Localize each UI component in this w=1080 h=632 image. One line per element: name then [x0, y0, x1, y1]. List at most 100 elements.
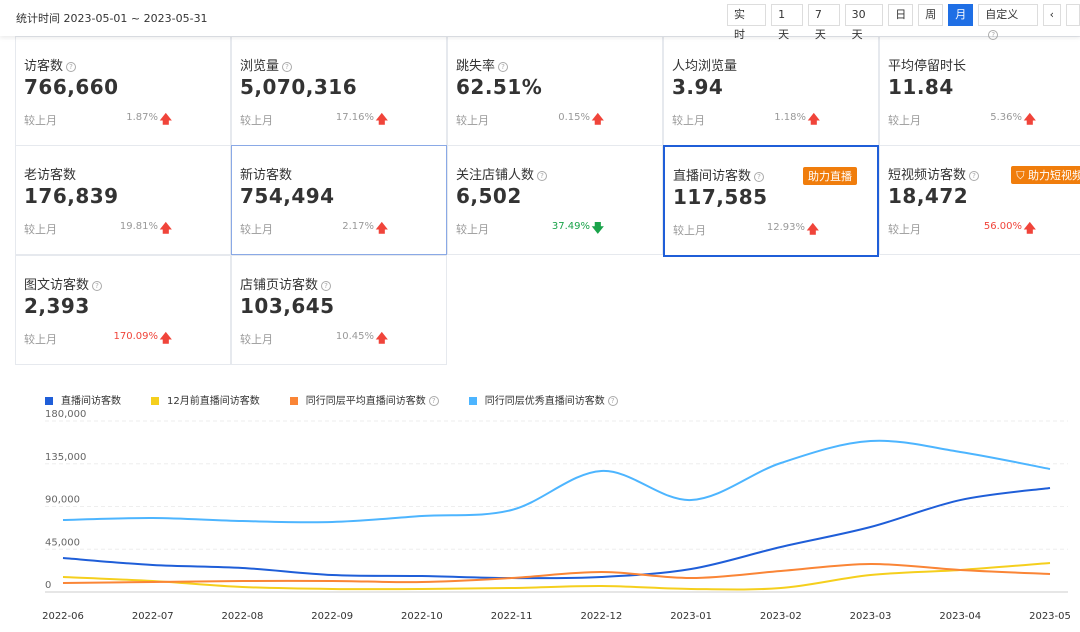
- change-percent: 10.45%: [335, 331, 374, 342]
- metric-title: 平均停留时长: [888, 59, 967, 74]
- help-icon[interactable]: ?: [282, 62, 293, 72]
- metric-value: 754,494: [240, 184, 335, 208]
- arrow-up-icon: 🡅: [807, 112, 820, 126]
- series-line-直播间访客数: [62, 486, 1051, 580]
- metric-card[interactable]: 浏览量? 5,070,316 较上月 17.16% 🡅: [231, 36, 447, 146]
- metric-card[interactable]: 短视频访客数? 18,472 较上月 56.00% 🡅 ⛉ 助力短视频: [879, 145, 1080, 255]
- legend-swatch: [151, 397, 159, 405]
- next-button[interactable]: [1066, 4, 1080, 26]
- metric-title: 关注店铺人数?: [456, 164, 548, 183]
- help-icon[interactable]: ?: [537, 171, 548, 181]
- legend-item[interactable]: 同行同层平均直播间访客数?: [289, 392, 439, 407]
- compare-label: 较上月: [240, 114, 273, 127]
- change-percent: 1.87%: [126, 112, 158, 123]
- period-button-日[interactable]: 日: [888, 4, 914, 26]
- period-button-1天[interactable]: 1天: [771, 4, 803, 41]
- help-icon: ?: [988, 30, 999, 40]
- x-tick-label: 2022-07: [132, 611, 174, 622]
- promo-badge[interactable]: ⛉ 助力短视频: [1011, 166, 1080, 184]
- metric-card[interactable]: 关注店铺人数? 6,502 较上月 37.49% 🡇: [447, 145, 663, 255]
- period-buttons: 实 时 1天 7天 30天日周月自定义? ‹: [727, 4, 1080, 41]
- y-tick-label: 90,000: [45, 495, 80, 506]
- change-percent: 0.15%: [558, 112, 590, 123]
- arrow-up-icon: 🡅: [375, 221, 388, 235]
- legend-label: 12月前直播间访客数: [167, 396, 260, 407]
- metric-value: 176,839: [24, 184, 119, 208]
- legend-swatch: [289, 397, 298, 405]
- metric-value: 2,393: [24, 294, 90, 318]
- change-percent: 12.93%: [766, 222, 805, 233]
- compare-label: 较上月: [888, 114, 921, 127]
- metric-card[interactable]: 新访客数 754,494 较上月 2.17% 🡅: [231, 145, 447, 255]
- metric-value: 103,645: [240, 294, 335, 318]
- help-icon[interactable]: ?: [428, 396, 439, 406]
- metric-card[interactable]: 图文访客数? 2,393 较上月 170.09% 🡅: [15, 255, 231, 365]
- period-button-周[interactable]: 周: [918, 4, 944, 26]
- arrow-down-icon: 🡇: [591, 221, 604, 235]
- compare-label: 较上月: [456, 114, 489, 127]
- metric-card[interactable]: 店铺页访客数? 103,645 较上月 10.45% 🡅: [231, 255, 447, 365]
- metric-value: 6,502: [456, 184, 522, 208]
- y-tick-label: 180,000: [45, 409, 86, 420]
- arrow-up-icon: 🡅: [159, 221, 172, 235]
- prev-button[interactable]: ‹: [1042, 4, 1061, 26]
- help-icon[interactable]: ?: [321, 281, 332, 291]
- series-line-同行同层平均直播间访客数: [62, 562, 1051, 584]
- legend-item[interactable]: 12月前直播间访客数: [151, 392, 260, 407]
- x-tick-label: 2023-03: [850, 611, 892, 622]
- metric-value: 3.94: [672, 75, 724, 99]
- metric-title: 短视频访客数?: [888, 164, 980, 183]
- period-button-30天[interactable]: 30天: [844, 4, 884, 41]
- change-percent: 37.49%: [551, 221, 590, 232]
- x-tick-label: 2022-10: [401, 611, 443, 622]
- x-tick-label: 2022-09: [311, 611, 353, 622]
- legend-item[interactable]: 同行同层优秀直播间访客数?: [468, 392, 618, 407]
- help-icon[interactable]: ?: [66, 62, 77, 72]
- x-tick-label: 2023-02: [760, 611, 802, 622]
- x-tick-label: 2022-06: [42, 611, 84, 622]
- period-button-实时[interactable]: 实 时: [727, 4, 767, 41]
- y-tick-label: 135,000: [45, 452, 86, 463]
- metric-title: 店铺页访客数?: [240, 274, 332, 293]
- arrow-up-icon: 🡅: [159, 112, 172, 126]
- help-icon[interactable]: ?: [498, 62, 509, 72]
- help-icon[interactable]: ?: [607, 396, 618, 406]
- series-line-同行同层优秀直播间访客数: [62, 439, 1051, 524]
- metric-title: 新访客数: [240, 168, 293, 183]
- metric-card[interactable]: 跳失率? 62.51% 较上月 0.15% 🡅: [447, 36, 663, 146]
- period-button-自定义[interactable]: 自定义?: [978, 4, 1038, 40]
- change-percent: 17.16%: [335, 112, 374, 123]
- arrow-up-icon: 🡅: [375, 331, 388, 345]
- y-tick-label: 45,000: [45, 537, 80, 548]
- help-icon[interactable]: ?: [754, 172, 765, 182]
- compare-label: 较上月: [24, 333, 57, 346]
- metric-value: 117,585: [673, 185, 768, 209]
- arrow-up-icon: 🡅: [806, 222, 819, 236]
- legend-item[interactable]: 直播间访客数: [45, 392, 121, 407]
- metric-title: 浏览量?: [240, 55, 293, 74]
- metric-card[interactable]: 直播间访客数? 117,585 较上月 12.93% 🡅 助力直播: [663, 145, 879, 257]
- metric-card[interactable]: 平均停留时长 11.84 较上月 5.36% 🡅: [879, 36, 1080, 146]
- arrow-up-icon: 🡅: [159, 331, 172, 345]
- change-percent: 5.36%: [990, 112, 1022, 123]
- help-icon[interactable]: ?: [92, 281, 103, 291]
- x-tick-label: 2023-01: [670, 611, 712, 622]
- legend-label: 直播间访客数: [61, 396, 121, 407]
- metric-card[interactable]: 访客数? 766,660 较上月 1.87% 🡅: [15, 36, 231, 146]
- compare-label: 较上月: [672, 114, 705, 127]
- metric-value: 5,070,316: [240, 75, 358, 99]
- metric-title: 访客数?: [24, 55, 77, 74]
- help-icon[interactable]: ?: [969, 171, 980, 181]
- y-tick-label: 0: [45, 580, 51, 591]
- metric-value: 62.51%: [456, 75, 543, 99]
- period-button-7天[interactable]: 7天: [807, 4, 840, 41]
- period-button-月[interactable]: 月: [948, 4, 974, 26]
- series-line-12月前直播间访客数: [62, 562, 1051, 591]
- compare-label: 较上月: [240, 223, 273, 236]
- compare-label: 较上月: [240, 333, 273, 346]
- metric-card[interactable]: 人均浏览量 3.94 较上月 1.18% 🡅: [663, 36, 879, 146]
- metric-card[interactable]: 老访客数 176,839 较上月 19.81% 🡅: [15, 145, 231, 255]
- promo-badge[interactable]: 助力直播: [803, 167, 857, 185]
- arrow-up-icon: 🡅: [375, 112, 388, 126]
- date-range: 统计时间 2023-05-01 ~ 2023-05-31: [16, 12, 208, 25]
